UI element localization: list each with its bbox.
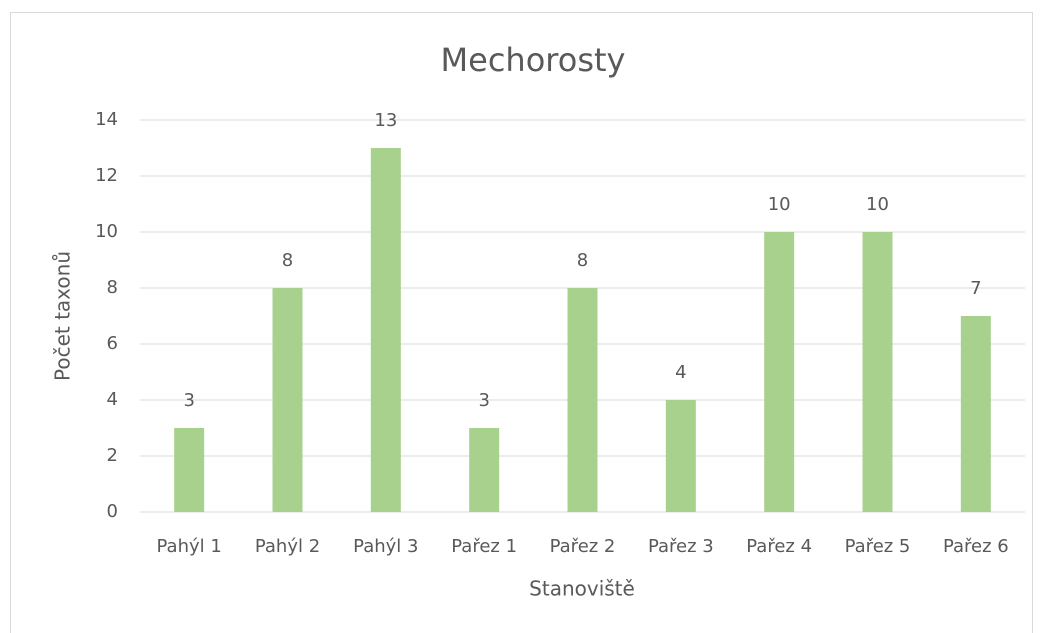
y-axis-label: Počet taxonů [51,251,75,381]
y-tick-label: 2 [107,445,118,466]
y-tick-label: 10 [95,221,118,242]
data-label: 10 [866,194,889,215]
bar [469,428,500,512]
y-tick-label: 12 [95,165,118,186]
bar [960,316,991,512]
bar [764,232,795,512]
chart-frame [10,12,1033,633]
x-tick-label: Pahýl 3 [353,536,418,557]
bar [862,232,893,512]
y-tick-label: 0 [107,501,118,522]
data-label: 13 [374,110,397,131]
x-tick-label: Pařez 6 [943,536,1009,557]
x-tick-label: Pařez 2 [550,536,616,557]
x-tick-label: Pařez 1 [451,536,517,557]
x-tick-label: Pahýl 1 [157,536,222,557]
data-label: 4 [675,362,686,383]
bar [174,428,205,512]
x-axis-label: Stanoviště [529,577,635,601]
bar [272,288,303,512]
y-tick-label: 6 [107,333,118,354]
data-label: 10 [768,194,791,215]
data-label: 7 [970,278,981,299]
x-tick-label: Pařez 3 [648,536,714,557]
data-label: 3 [478,390,489,411]
bar [567,288,598,512]
x-tick-label: Pařez 4 [746,536,812,557]
bar [370,148,401,512]
x-tick-label: Pahýl 2 [255,536,320,557]
y-tick-label: 8 [107,277,118,298]
bar [665,400,696,512]
data-label: 3 [183,390,194,411]
y-tick-label: 14 [95,109,118,130]
chart-title: Mechorosty [441,41,626,79]
x-tick-label: Pařez 5 [845,536,911,557]
data-label: 8 [282,250,293,271]
data-label: 8 [577,250,588,271]
y-tick-label: 4 [107,389,118,410]
